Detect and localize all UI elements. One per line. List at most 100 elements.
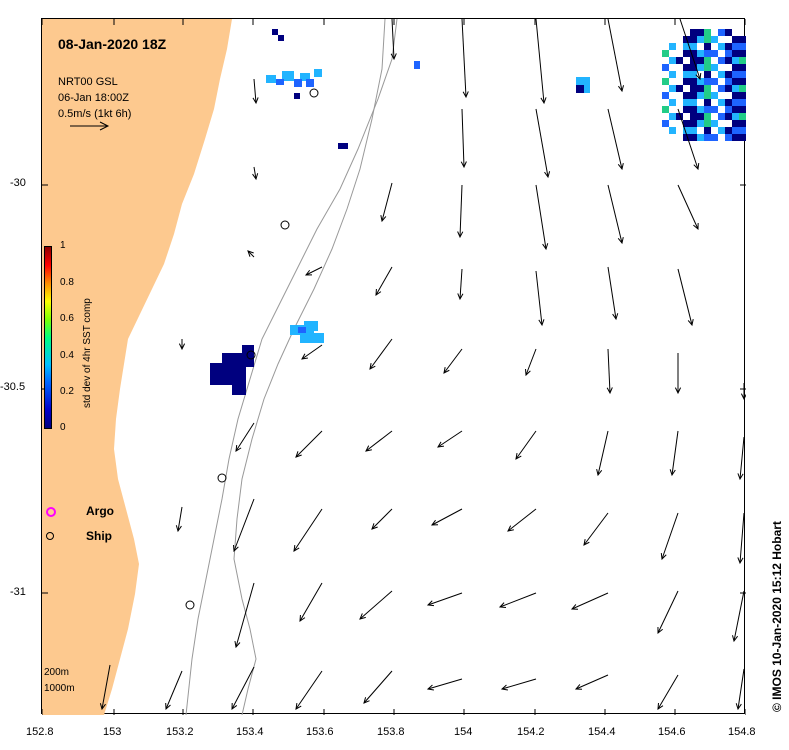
sst-pixel <box>739 127 746 134</box>
sst-pixel <box>690 43 697 50</box>
current-arrow <box>500 678 537 691</box>
sst-pixel <box>683 64 690 71</box>
sst-pixel <box>739 134 746 141</box>
sst-pixel <box>697 36 704 43</box>
x-tick-label: 152.8 <box>26 726 54 738</box>
sst-pixel <box>704 120 711 127</box>
sst-patches <box>210 29 746 395</box>
sst-pixel <box>300 331 314 343</box>
sst-pixel <box>683 50 690 57</box>
current-arrow <box>735 668 745 711</box>
sst-pixel <box>732 64 739 71</box>
sst-pixel <box>739 36 746 43</box>
sst-pixel <box>697 120 704 127</box>
x-tick-label: 154 <box>454 726 473 738</box>
colorbar-tick: 1 <box>60 240 66 251</box>
sst-pixel <box>683 120 690 127</box>
current-vectors <box>99 19 746 711</box>
sst-pixel <box>232 385 246 395</box>
sst-pixel <box>704 113 711 120</box>
current-arrow <box>369 338 393 370</box>
sst-pixel <box>725 85 732 92</box>
scale-label: 0.5m/s (1kt 6h) <box>58 108 132 120</box>
current-arrow <box>380 182 393 223</box>
sst-pixel <box>732 99 739 106</box>
current-arrow <box>234 582 255 649</box>
x-tick-label: 154.8 <box>728 726 756 738</box>
sst-pixel <box>732 36 739 43</box>
sst-pixel <box>697 78 704 85</box>
sst-pixel <box>662 120 669 127</box>
sst-pixel <box>718 85 725 92</box>
current-arrow <box>99 664 111 711</box>
current-arrow <box>461 19 469 99</box>
depth-label-1000m: 1000m <box>44 683 75 694</box>
current-arrow <box>660 512 679 561</box>
sst-pixel <box>704 78 711 85</box>
ship-marker <box>280 220 290 230</box>
current-arrow <box>583 512 609 546</box>
y-tick-label: -30 <box>10 177 26 189</box>
sst-pixel <box>739 106 746 113</box>
sst-pixel <box>690 64 697 71</box>
sst-pixel <box>697 50 704 57</box>
sst-pixel <box>704 106 711 113</box>
current-arrow <box>657 590 679 635</box>
ship-marker <box>185 600 195 610</box>
sst-pixel <box>704 57 711 64</box>
axis-ticks <box>42 19 746 715</box>
current-arrow <box>365 430 393 452</box>
scale-arrow <box>70 121 110 131</box>
current-arrow <box>426 592 463 607</box>
current-arrow <box>460 108 467 169</box>
current-arrow <box>607 266 619 321</box>
current-arrow <box>252 78 259 105</box>
sst-pixel <box>272 29 278 35</box>
current-arrow <box>363 670 393 704</box>
sst-pixel <box>725 50 732 57</box>
current-arrow <box>732 590 745 643</box>
sst-pixel <box>732 57 739 64</box>
sst-pixel <box>711 50 718 57</box>
map-date-title: 08-Jan-2020 18Z <box>58 36 167 52</box>
current-arrow <box>535 184 549 251</box>
sst-pixel <box>210 363 246 385</box>
sst-pixel <box>690 71 697 78</box>
sst-pixel <box>732 92 739 99</box>
argo-marker-icon <box>46 507 56 517</box>
current-arrow <box>507 508 537 532</box>
sst-pixel <box>704 134 711 141</box>
sst-pixel <box>704 36 711 43</box>
x-tick-label: 154.2 <box>517 726 545 738</box>
sst-pixel <box>282 71 294 81</box>
sst-pixel <box>690 36 697 43</box>
current-arrow <box>437 430 463 448</box>
sst-pixel <box>732 43 739 50</box>
sst-pixel <box>704 43 711 50</box>
sst-pixel <box>704 92 711 99</box>
ship-marker <box>246 350 256 360</box>
x-tick-label: 153.8 <box>377 726 405 738</box>
current-arrow <box>679 19 702 81</box>
sst-pixel <box>718 99 725 106</box>
x-tick-label: 154.4 <box>588 726 616 738</box>
current-arrow <box>304 266 323 276</box>
current-arrow <box>607 108 624 171</box>
current-arrow <box>677 268 694 327</box>
sst-pixel <box>300 73 310 81</box>
y-tick-label: -30.5 <box>0 381 26 393</box>
current-arrow <box>596 430 609 477</box>
sst-pixel <box>732 71 739 78</box>
x-tick-label: 153.2 <box>166 726 194 738</box>
sst-pixel <box>732 113 739 120</box>
current-arrow <box>235 422 255 452</box>
current-arrow <box>570 592 609 610</box>
current-arrow <box>535 19 547 105</box>
sst-pixel <box>725 57 732 64</box>
current-arrow <box>301 344 323 360</box>
current-arrow <box>371 508 393 530</box>
sst-pixel <box>697 29 704 36</box>
sst-pixel <box>739 85 746 92</box>
sst-pixel <box>732 120 739 127</box>
current-arrow <box>606 348 613 395</box>
